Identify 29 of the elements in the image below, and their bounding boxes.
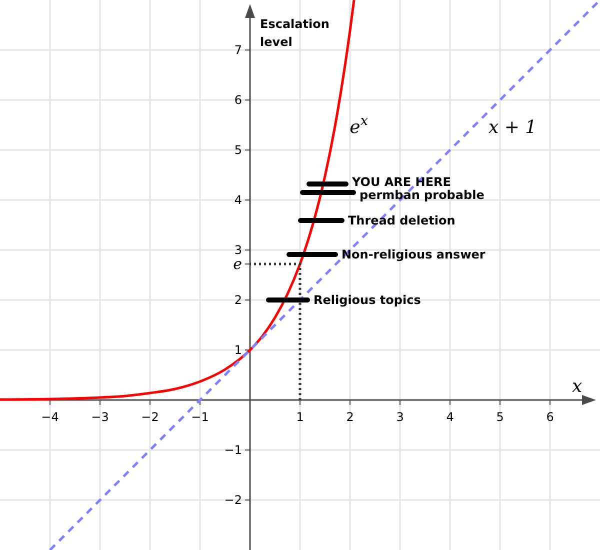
y-tick-label: 5 xyxy=(234,142,242,157)
series-label: Thread deletion xyxy=(348,214,456,228)
x-tick-label: 6 xyxy=(546,410,554,424)
x-tick-label: −3 xyxy=(91,410,109,424)
series-label: YOU ARE HERE xyxy=(351,174,451,189)
series-label: x + 1 xyxy=(488,116,537,138)
series-label: Non-religious answer xyxy=(342,248,486,262)
y-tick-label: −2 xyxy=(224,492,242,507)
y-tick-label: 6 xyxy=(234,92,242,107)
y-tick-label: 1 xyxy=(234,342,242,357)
x-tick-label: 1 xyxy=(296,410,304,424)
x-tick-label: 3 xyxy=(396,410,404,424)
x-tick-label: −1 xyxy=(191,410,209,424)
y-tick-label: 4 xyxy=(234,192,242,207)
x-tick-label: 5 xyxy=(496,410,504,424)
y-tick-label: 7 xyxy=(234,42,242,57)
y-tick-label: 2 xyxy=(234,292,242,307)
y-axis-title: Escalation level xyxy=(260,17,330,49)
x-axis-title: x xyxy=(572,376,582,397)
x-tick-label: 4 xyxy=(446,410,454,424)
y-tick-label: −1 xyxy=(224,442,242,457)
x-tick-label: 2 xyxy=(346,410,354,424)
series-label: permban probable xyxy=(360,188,484,202)
series-label: e$^{x}$ xyxy=(350,112,368,138)
x-tick-label: −2 xyxy=(141,410,159,424)
y-tick-label: 3 xyxy=(234,242,242,257)
x-tick-label: −4 xyxy=(41,410,59,424)
series-label: Religious topics xyxy=(314,293,421,308)
y-tick-label: e xyxy=(233,254,242,273)
